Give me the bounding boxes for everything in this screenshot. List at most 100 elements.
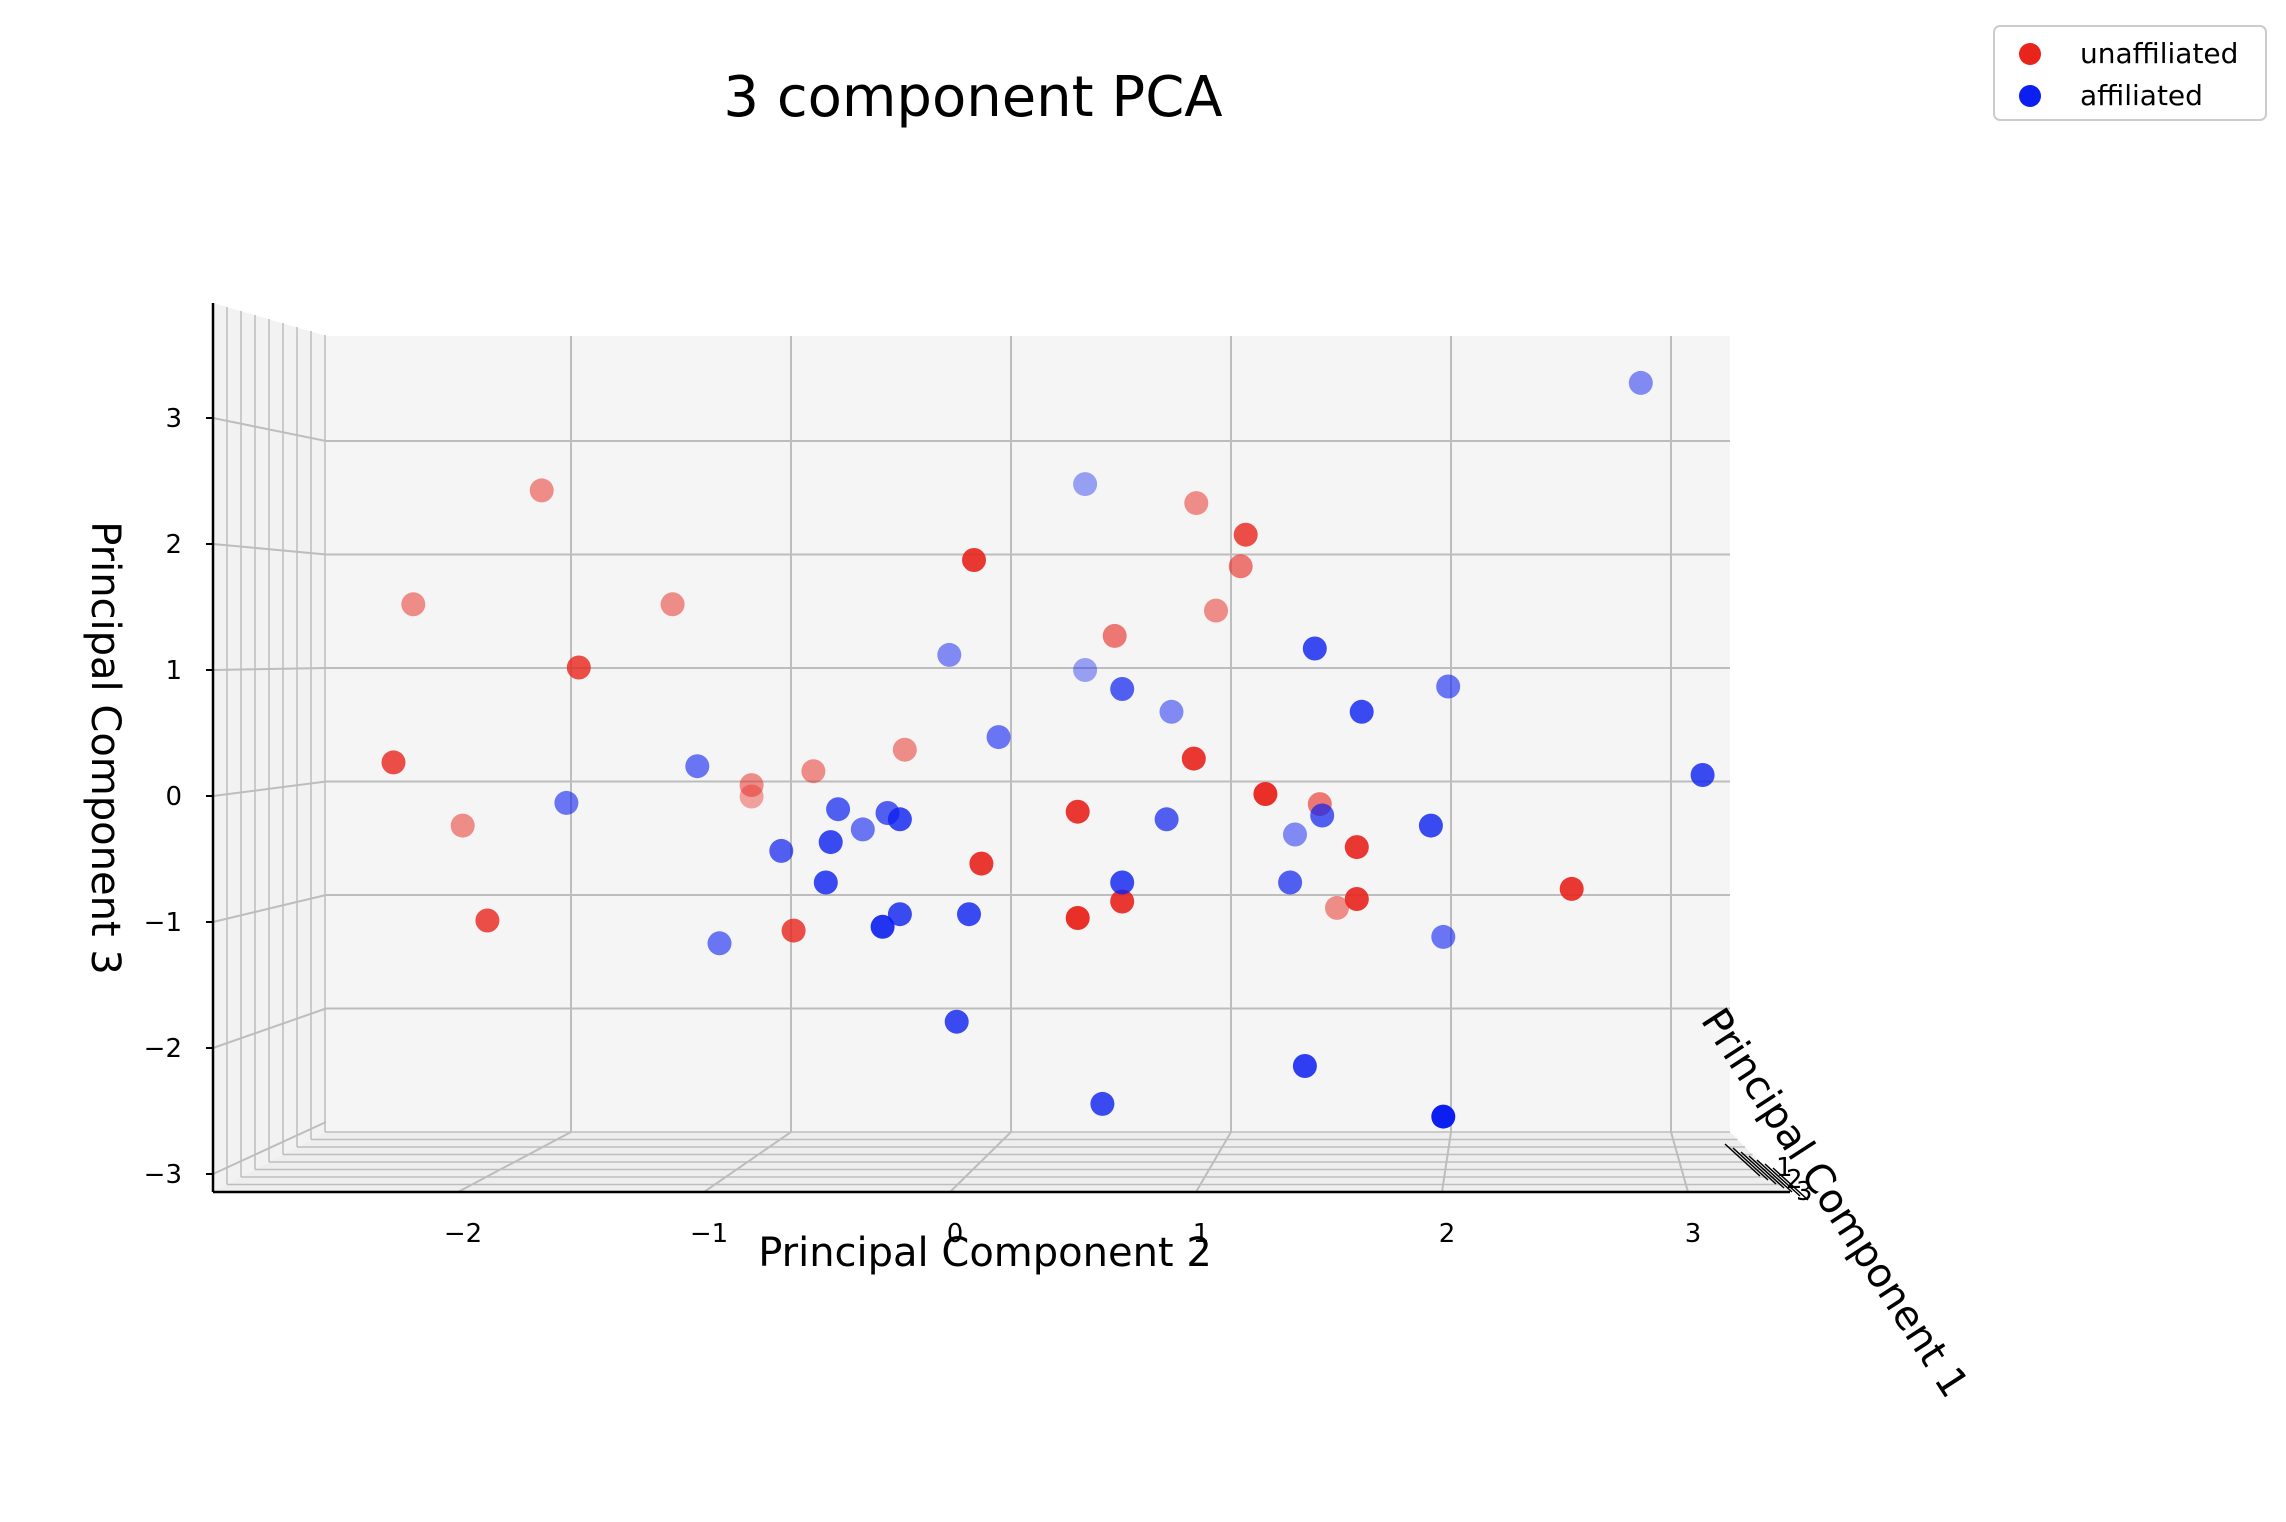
scatter-point-affiliated bbox=[707, 931, 732, 956]
scatter-point-affiliated bbox=[1110, 870, 1135, 895]
scatter-point-affiliated bbox=[1431, 924, 1456, 949]
scatter-point-unaffiliated bbox=[1065, 906, 1090, 930]
x-tick-label: 3 bbox=[1685, 1219, 1702, 1249]
scatter-point-unaffiliated bbox=[475, 908, 500, 933]
y-tick-label: −3 bbox=[144, 1160, 182, 1190]
scatter-point-unaffiliated bbox=[1102, 623, 1127, 648]
scatter-point-affiliated bbox=[944, 1009, 969, 1034]
scatter-point-affiliated bbox=[826, 797, 851, 822]
legend-marker-unaffiliated bbox=[2019, 43, 2041, 65]
z-tick-mark bbox=[1748, 1155, 1785, 1189]
scatter-point-unaffiliated bbox=[660, 592, 685, 617]
scatter-point-unaffiliated bbox=[1228, 554, 1253, 579]
scatter-point-unaffiliated bbox=[381, 750, 406, 775]
scatter-point-unaffiliated bbox=[1559, 876, 1584, 901]
z-tick-mark bbox=[1740, 1151, 1777, 1185]
scatter-point-affiliated bbox=[1302, 636, 1327, 661]
axes bbox=[206, 303, 1809, 1201]
scatter-point-affiliated bbox=[1278, 870, 1303, 895]
scatter-point-affiliated bbox=[957, 902, 981, 927]
scatter-point-unaffiliated bbox=[1325, 895, 1349, 920]
scatter-point-affiliated bbox=[870, 914, 895, 939]
z-tick-mark bbox=[1756, 1159, 1793, 1193]
z-tick-mark bbox=[1724, 1143, 1761, 1177]
scatter-point-unaffiliated bbox=[401, 592, 426, 617]
scatter-point-affiliated bbox=[1690, 763, 1715, 787]
scatter-point-unaffiliated bbox=[801, 759, 826, 784]
scatter-point-affiliated bbox=[1418, 813, 1443, 838]
scatter-point-affiliated bbox=[813, 870, 838, 895]
scatter-point-affiliated bbox=[887, 807, 912, 832]
z-tick-label: 2 bbox=[1786, 1165, 1803, 1195]
scatter-point-affiliated bbox=[1073, 658, 1098, 682]
scatter-point-affiliated bbox=[1090, 1091, 1115, 1116]
scatter-point-unaffiliated bbox=[1110, 889, 1135, 914]
y-tick-label: 2 bbox=[165, 530, 182, 560]
y-tick-label: −1 bbox=[144, 908, 182, 938]
scatter-point-unaffiliated bbox=[529, 478, 554, 503]
scatter-point-affiliated bbox=[769, 838, 794, 863]
scatter-point-unaffiliated bbox=[739, 784, 764, 809]
z-tick-mark bbox=[1764, 1163, 1801, 1197]
z-tick-label: 3 bbox=[1796, 1177, 1813, 1207]
scatter-point-affiliated bbox=[937, 642, 962, 667]
scatter-point-unaffiliated bbox=[566, 655, 591, 680]
scatter-point-affiliated bbox=[1349, 699, 1374, 724]
legend-marker-affiliated bbox=[2019, 85, 2041, 107]
scatter-point-affiliated bbox=[1436, 674, 1461, 699]
legend: unaffiliated affiliated bbox=[1993, 25, 2267, 121]
x-tick-label: 1 bbox=[1193, 1219, 1210, 1249]
scatter-point-affiliated bbox=[850, 817, 875, 842]
scatter-points bbox=[381, 370, 1715, 1129]
scatter-point-unaffiliated bbox=[450, 813, 475, 838]
scatter-point-affiliated bbox=[1310, 803, 1335, 828]
scatter-point-affiliated bbox=[1073, 472, 1098, 497]
scatter-point-unaffiliated bbox=[1344, 835, 1369, 860]
x-tick-label: −2 bbox=[444, 1219, 482, 1249]
scatter-point-unaffiliated bbox=[1181, 746, 1206, 771]
x-tick-label: 0 bbox=[947, 1219, 964, 1249]
scatter-point-affiliated bbox=[1110, 677, 1135, 701]
scatter-point-affiliated bbox=[1431, 1104, 1456, 1129]
y-axis-label: Principal Component 3 bbox=[82, 521, 128, 975]
z-tick-label: 1 bbox=[1776, 1153, 1793, 1183]
y-tick-label: −2 bbox=[144, 1034, 182, 1064]
y-tick-label: 3 bbox=[165, 404, 182, 434]
scatter-point-unaffiliated bbox=[969, 851, 994, 876]
scatter-point-unaffiliated bbox=[1233, 522, 1258, 547]
z-tick-mark bbox=[1772, 1167, 1809, 1201]
x-tick-label: −1 bbox=[690, 1219, 728, 1249]
chart-title: 3 component PCA bbox=[723, 65, 1222, 130]
y-tick-label: 0 bbox=[165, 782, 182, 812]
scatter-point-affiliated bbox=[1292, 1054, 1317, 1078]
legend-box bbox=[1993, 25, 2267, 121]
scatter-point-affiliated bbox=[818, 830, 843, 855]
scatter-point-unaffiliated bbox=[962, 548, 986, 572]
back-pane bbox=[326, 336, 1730, 1132]
scatter-point-affiliated bbox=[1159, 699, 1184, 724]
legend-label-unaffiliated: unaffiliated bbox=[2080, 37, 2238, 70]
scatter-point-unaffiliated bbox=[1065, 799, 1090, 824]
scatter-point-affiliated bbox=[1154, 807, 1179, 832]
scatter-point-affiliated bbox=[887, 902, 912, 927]
scatter-point-unaffiliated bbox=[739, 773, 764, 798]
z-tick-mark bbox=[1732, 1147, 1769, 1181]
scatter-point-affiliated bbox=[986, 725, 1011, 750]
scatter-point-unaffiliated bbox=[1253, 782, 1278, 806]
x-axis-label: Principal Component 2 bbox=[758, 1230, 1212, 1276]
legend-label-affiliated: affiliated bbox=[2080, 79, 2203, 112]
scatter-point-affiliated bbox=[1628, 370, 1653, 395]
scatter-point-affiliated bbox=[685, 754, 710, 779]
scatter-point-unaffiliated bbox=[1344, 887, 1369, 911]
scatter-point-unaffiliated bbox=[781, 918, 806, 943]
grid-lines bbox=[212, 307, 1783, 1193]
scatter-point-affiliated bbox=[1283, 822, 1307, 847]
y-tick-label: 1 bbox=[165, 656, 182, 686]
scatter-point-unaffiliated bbox=[1184, 491, 1209, 516]
z-axis-label: Principal Component 1 bbox=[1692, 1000, 1978, 1405]
scatter-point-unaffiliated bbox=[892, 737, 917, 762]
x-tick-label: 2 bbox=[1439, 1219, 1456, 1249]
scatter-point-unaffiliated bbox=[1204, 598, 1228, 623]
